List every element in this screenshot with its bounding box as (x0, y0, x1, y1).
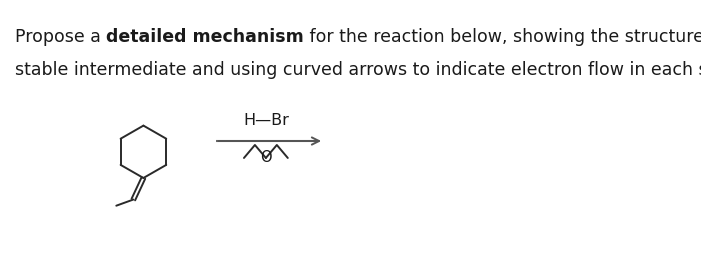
Text: stable intermediate and using curved arrows to indicate electron flow in each st: stable intermediate and using curved arr… (15, 61, 701, 79)
Text: detailed mechanism: detailed mechanism (106, 28, 304, 46)
Text: for the reaction below, showing the structure of the: for the reaction below, showing the stru… (304, 28, 701, 46)
Text: Propose a: Propose a (15, 28, 106, 46)
Text: O: O (260, 150, 272, 166)
Text: H—Br: H—Br (243, 113, 289, 128)
